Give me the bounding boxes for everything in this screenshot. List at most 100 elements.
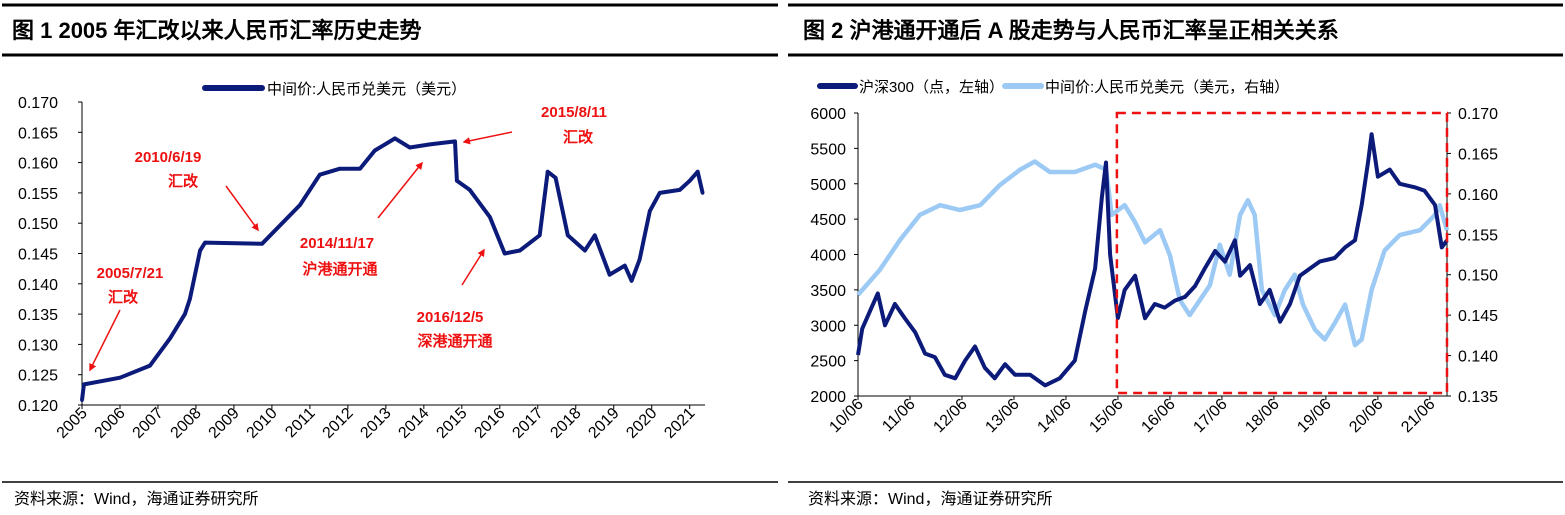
- legend-label-cny: 中间价:人民币兑美元（美元）: [267, 81, 466, 98]
- data-point: [629, 278, 634, 283]
- x-tick-label: 2006: [92, 405, 129, 442]
- data-point: [260, 242, 264, 246]
- source-note: 资料来源：Wind，海通证券研究所: [14, 490, 258, 508]
- data-point: [82, 382, 86, 387]
- y-right-tick-label: 0.135: [1458, 389, 1498, 406]
- x-tick-label: 11/06: [879, 396, 919, 436]
- annotation-text: 沪港通开通: [302, 260, 377, 278]
- x-axis-ticks: 2005 2006 2007 2008 2009 2010 2011 2012 2013 2014…: [54, 405, 699, 442]
- data-point: [188, 297, 192, 301]
- x-tick-label: 2007: [130, 405, 167, 442]
- data-point: [488, 215, 492, 219]
- y-right-tick-label: 0.170: [1458, 106, 1498, 123]
- data-point: [358, 166, 362, 171]
- figure-2-title: 图 2 沪港通开通后 A 股走势与人民币汇率呈正相关关系: [803, 18, 1339, 43]
- x-tick-label: 13/06: [982, 396, 1022, 436]
- x-tick-label: 2020: [623, 405, 660, 442]
- y-tick-label: 0.165: [18, 125, 58, 142]
- annotation-2016: 2016/12/5 深港通开通: [417, 248, 493, 350]
- y-left-tick-label: 4000: [810, 248, 846, 265]
- x-tick-label: 2011: [282, 405, 318, 441]
- y-left-axis-ticks: 6000 5500 5000 4500 4000 3500 3000 2500 2000: [810, 106, 858, 406]
- x-tick-label: 2017: [509, 405, 546, 442]
- annotation-2014: 2014/11/17 沪港通开通: [300, 161, 423, 278]
- data-point: [393, 136, 397, 141]
- annotation-date: 2010/6/19: [135, 149, 202, 166]
- y-left-tick-label: 5500: [810, 141, 846, 158]
- figure-1-title: 图 1 2005 年汇改以来人民币汇率历史走势: [12, 18, 422, 43]
- annotation-text: 深港通开通: [417, 332, 492, 350]
- x-tick-label: 2015: [433, 405, 470, 442]
- y-tick-label: 0.130: [18, 337, 58, 354]
- hs300-series-line: [856, 132, 1449, 388]
- x-tick-label: 16/06: [1138, 396, 1178, 436]
- data-point: [428, 142, 432, 147]
- data-point: [453, 139, 457, 144]
- y-right-tick-label: 0.150: [1458, 268, 1498, 285]
- data-point: [695, 169, 700, 174]
- data-point: [455, 178, 459, 183]
- y-right-tick-label: 0.160: [1458, 187, 1498, 204]
- y-tick-label: 0.170: [18, 95, 58, 112]
- arrow-icon: [89, 309, 121, 372]
- annotation-text: 汇改: [168, 172, 199, 190]
- arrow-icon: [377, 161, 423, 219]
- x-tick-label: 2005: [54, 405, 91, 442]
- data-point: [467, 188, 472, 192]
- data-point: [518, 248, 522, 253]
- cny-series-points: [80, 136, 705, 402]
- cny-series-line: [80, 136, 705, 401]
- y-axis-ticks: 0.170 0.165 0.160 0.155 0.150 0.145 0.140 0.135…: [18, 95, 82, 415]
- annotation-date: 2016/12/5: [417, 309, 484, 326]
- x-tick-label: 14/06: [1034, 396, 1074, 436]
- arrow-icon: [462, 131, 513, 145]
- x-tick-label: 2008: [168, 405, 205, 442]
- arrow-icon: [461, 248, 485, 286]
- x-tick-label: 2019: [585, 405, 622, 442]
- data-point: [607, 272, 612, 277]
- legend-label-hs300: 沪深300（点，左轴）: [859, 79, 1004, 96]
- y-tick-label: 0.135: [18, 307, 58, 324]
- y-left-tick-label: 2500: [810, 354, 846, 371]
- x-tick-label: 2013: [357, 405, 394, 442]
- y-right-tick-label: 0.165: [1458, 146, 1498, 163]
- data-point: [502, 251, 507, 256]
- data-point: [583, 248, 587, 253]
- data-point: [80, 398, 84, 402]
- figure-2: 图 2 沪港通开通后 A 股走势与人民币汇率呈正相关关系 沪深300（点，左轴）…: [788, 3, 1563, 508]
- y-right-axis-ticks: 0.170 0.165 0.160 0.155 0.150 0.145 0.140 0.135: [1447, 106, 1498, 406]
- data-point: [537, 233, 542, 238]
- annotation-text: 汇改: [563, 128, 594, 146]
- data-point: [637, 257, 642, 262]
- y-left-tick-label: 5000: [810, 177, 846, 194]
- x-tick-label: 20/06: [1346, 396, 1386, 436]
- data-point: [198, 248, 202, 253]
- data-point: [545, 169, 550, 174]
- x-axis-ticks: 10/06 11/06 12/06 13/06 14/06 15/06 16/06 17/06…: [826, 396, 1438, 436]
- annotation-date: 2015/8/11: [541, 104, 607, 121]
- y-tick-label: 0.150: [18, 216, 58, 233]
- data-point: [148, 363, 152, 368]
- y-tick-label: 0.160: [18, 156, 58, 173]
- figure-1: 图 1 2005 年汇改以来人民币汇率历史走势 中间价:人民币兑美元（美元） 0…: [2, 3, 778, 508]
- data-point: [657, 191, 662, 195]
- annotation-2010: 2010/6/19 汇改: [135, 149, 259, 232]
- y-left-tick-label: 4500: [810, 212, 846, 229]
- annotation-2005: 2005/7/21 汇改: [89, 265, 163, 372]
- data-point: [648, 209, 652, 213]
- y-left-tick-label: 3500: [810, 283, 846, 300]
- data-point: [168, 336, 172, 341]
- data-point: [183, 312, 187, 316]
- x-tick-label: 2021: [661, 405, 698, 442]
- annotation-2015: 2015/8/11 汇改: [462, 104, 607, 146]
- legend-label-cny: 中间价:人民币兑美元（美元，右轴）: [1045, 79, 1289, 96]
- data-point: [700, 191, 705, 195]
- x-tick-label: 2018: [547, 405, 584, 442]
- y-tick-label: 0.145: [18, 247, 58, 264]
- y-tick-label: 0.120: [18, 398, 58, 415]
- y-right-tick-label: 0.155: [1458, 227, 1498, 244]
- x-tick-label: 2010: [244, 405, 281, 442]
- data-point: [678, 188, 682, 192]
- x-tick-label: 2012: [320, 405, 357, 442]
- y-right-tick-label: 0.145: [1458, 308, 1498, 325]
